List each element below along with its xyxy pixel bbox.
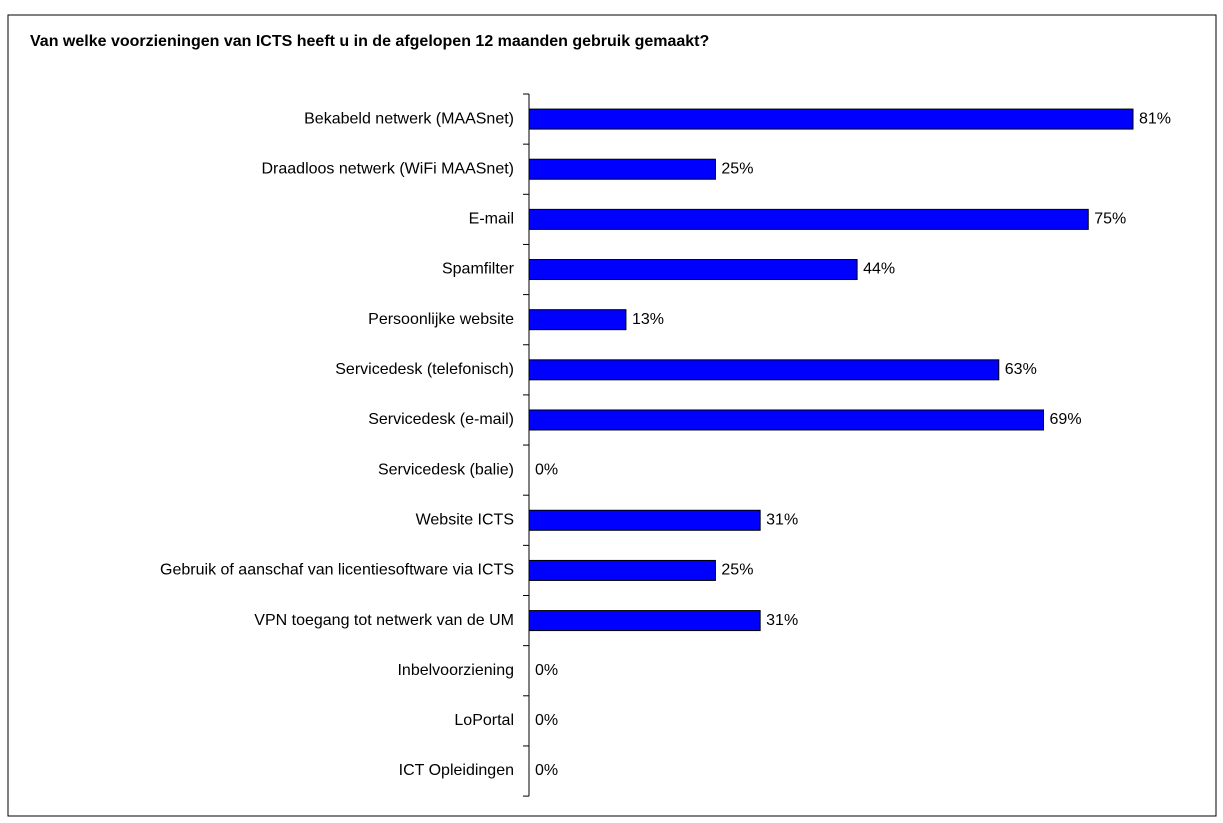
value-label: 0% xyxy=(535,762,558,779)
value-label: 31% xyxy=(766,511,798,528)
bar xyxy=(528,409,1045,431)
category-label: Spamfilter xyxy=(442,261,515,278)
value-label: 25% xyxy=(721,160,753,177)
bar xyxy=(528,259,858,281)
value-label: 31% xyxy=(766,612,798,629)
category-label: ICT Opleidingen xyxy=(399,762,514,779)
bar xyxy=(528,309,627,331)
value-label: 0% xyxy=(535,662,558,679)
value-label: 69% xyxy=(1050,411,1082,428)
category-label: E-mail xyxy=(469,211,514,228)
bar xyxy=(528,208,1089,230)
value-label: 13% xyxy=(632,311,664,328)
bar xyxy=(528,610,761,632)
category-label: Servicedesk (balie) xyxy=(378,461,514,478)
category-label: LoPortal xyxy=(454,712,514,729)
bar xyxy=(528,559,716,581)
bar xyxy=(528,359,1000,381)
category-label: VPN toegang tot netwerk van de UM xyxy=(254,612,514,629)
category-label: Servicedesk (e-mail) xyxy=(368,411,514,428)
category-label: Website ICTS xyxy=(416,511,514,528)
value-label: 63% xyxy=(1005,361,1037,378)
bar xyxy=(528,158,716,180)
category-label: Draadloos netwerk (WiFi MAASnet) xyxy=(261,160,514,177)
value-label: 0% xyxy=(535,712,558,729)
category-label: Inbelvoorziening xyxy=(397,662,514,679)
chart-title: Van welke voorzieningen van ICTS heeft u… xyxy=(30,33,709,50)
value-label: 0% xyxy=(535,461,558,478)
category-label: Bekabeld netwerk (MAASnet) xyxy=(304,110,514,127)
category-label: Gebruik of aanschaf van licentiesoftware… xyxy=(160,562,514,579)
bar xyxy=(528,509,761,531)
value-label: 25% xyxy=(721,562,753,579)
value-label: 75% xyxy=(1094,211,1126,228)
category-label: Servicedesk (telefonisch) xyxy=(335,361,514,378)
value-label: 44% xyxy=(863,261,895,278)
value-label: 81% xyxy=(1139,110,1171,127)
category-label: Persoonlijke website xyxy=(368,311,514,328)
bar xyxy=(528,108,1134,130)
